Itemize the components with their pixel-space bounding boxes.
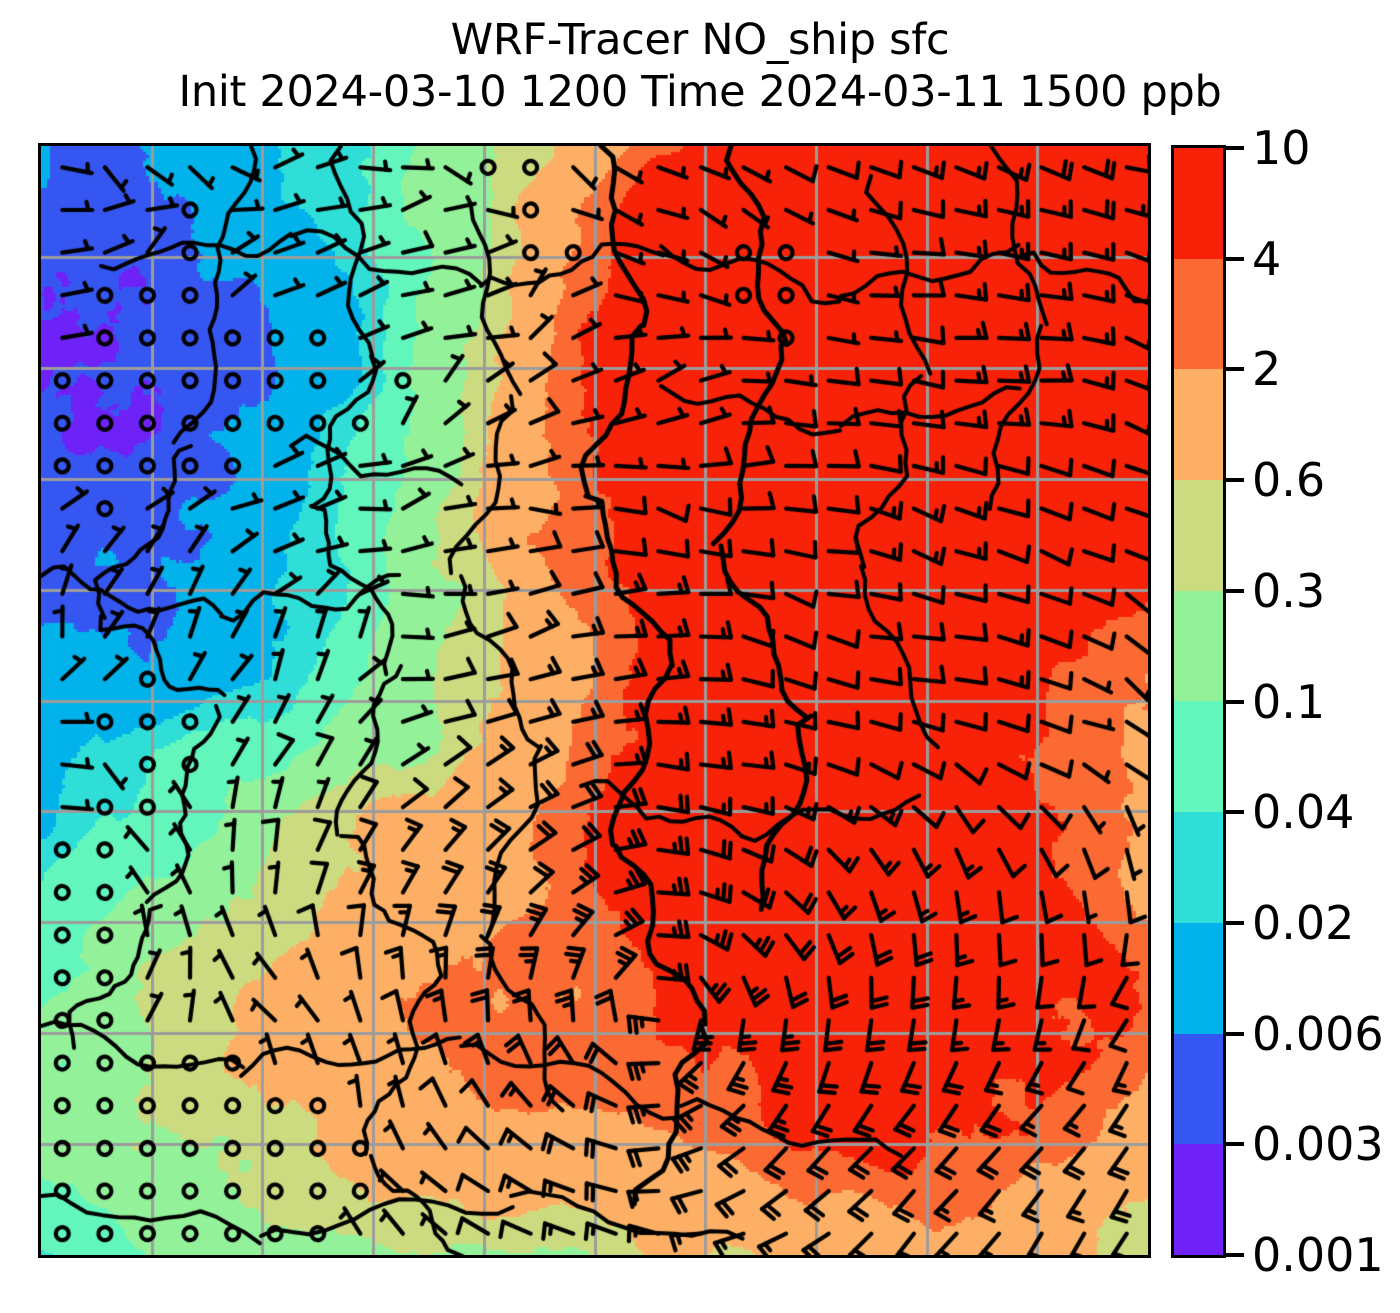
colorbar-band xyxy=(1174,590,1223,702)
colorbar-tick-label: 2 xyxy=(1252,342,1282,397)
colorbar-tick-dash xyxy=(1226,146,1244,150)
colorbar-band xyxy=(1174,258,1223,370)
chart-title: WRF-Tracer NO_ship sfc Init 2024-03-10 1… xyxy=(0,14,1400,118)
colorbar-band xyxy=(1174,812,1223,923)
colorbar-tick-labels: 10 4 2 0.6 0.3 0.1 0.04 0.02 0.006 0.003 0.001 xyxy=(1226,123,1400,1280)
colorbar-tick-dash xyxy=(1226,1142,1244,1147)
colorbar-tick-dash xyxy=(1226,699,1244,704)
colorbar-tick-label: 0.003 xyxy=(1252,1117,1384,1172)
colorbar[interactable] xyxy=(1171,145,1226,1258)
colorbar-tick-dash xyxy=(1226,1253,1244,1257)
colorbar-tick-dash xyxy=(1226,920,1244,925)
wind-barbs-and-coastlines-overlay xyxy=(41,146,1148,1255)
map-plot-area[interactable] xyxy=(38,143,1151,1258)
colorbar-band xyxy=(1174,148,1223,259)
colorbar-tick-dash xyxy=(1226,478,1244,483)
colorbar-tick-dash xyxy=(1226,588,1244,593)
colorbar-tick-dash xyxy=(1226,367,1244,372)
colorbar-band xyxy=(1174,480,1223,591)
colorbar-tick-label: 10 xyxy=(1252,121,1311,175)
colorbar-tick-label: 0.6 xyxy=(1252,453,1326,508)
colorbar-band xyxy=(1174,701,1223,813)
colorbar-tick-label: 0.04 xyxy=(1252,785,1355,840)
colorbar-tick-label: 4 xyxy=(1252,231,1282,286)
colorbar-tick-dash xyxy=(1226,810,1244,815)
colorbar-tick-label: 0.006 xyxy=(1252,1006,1384,1061)
colorbar-band xyxy=(1174,1033,1223,1145)
colorbar-band xyxy=(1174,1144,1223,1255)
title-line-2: Init 2024-03-10 1200 Time 2024-03-11 150… xyxy=(178,67,1222,117)
colorbar-band xyxy=(1174,922,1223,1034)
colorbar-tick-label: 0.02 xyxy=(1252,895,1355,950)
colorbar-tick-label: 0.001 xyxy=(1252,1228,1384,1282)
colorbar-tick-label: 0.1 xyxy=(1252,674,1326,729)
colorbar-tick-dash xyxy=(1226,1031,1244,1036)
colorbar-tick-dash xyxy=(1226,256,1244,261)
colorbar-tick-label: 0.3 xyxy=(1252,563,1326,618)
colorbar-band xyxy=(1174,369,1223,481)
title-line-1: WRF-Tracer NO_ship sfc xyxy=(450,15,950,65)
